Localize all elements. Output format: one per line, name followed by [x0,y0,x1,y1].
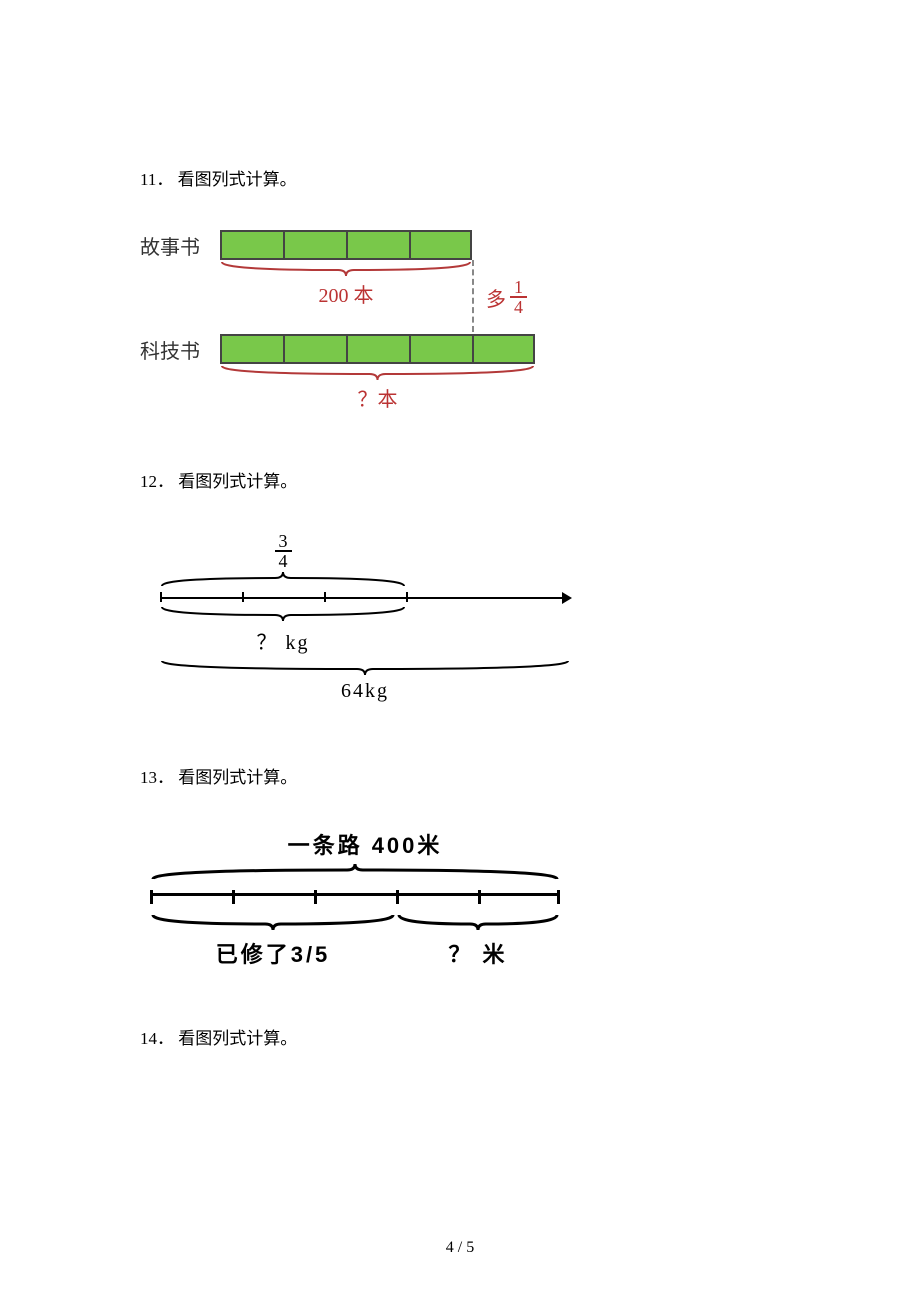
tick [242,592,244,602]
tick [324,592,326,602]
q14-title: 14． 看图列式计算。 [140,1024,780,1049]
brace-icon [160,659,570,675]
q12-text: 看图列式计算。 [178,472,297,491]
q11-caption-1: 200 本 [220,279,472,308]
q12-title: 12． 看图列式计算。 [140,467,780,492]
brace-icon [160,572,406,588]
q11-caption-2: ？本 [220,383,535,412]
q13-text: 看图列式计算。 [178,768,297,787]
q12-fraction: 34 [275,532,292,570]
q13-number: 13． [140,768,174,787]
brace-icon [150,912,396,930]
page-sep: / [458,1239,466,1256]
frac-num: 3 [275,532,292,552]
q11-number: 11． [140,170,173,189]
tick [232,890,235,904]
frac-den: 4 [275,552,292,570]
page: 11． 看图列式计算。 故事书200 本科技书？本多14 12． 看图列式计算。… [0,0,920,1302]
q14-number: 14． [140,1029,174,1048]
q11-diagram: 故事书200 本科技书？本 多14 [140,230,660,412]
q12-number: 12． [140,472,174,491]
frac-den: 4 [510,298,527,316]
tick [160,592,162,602]
q13-left-caption: 已修了3/5 [150,937,396,969]
frac-num: 1 [510,278,527,298]
fraction: 14 [510,278,527,316]
number-line [150,893,560,912]
tick [314,890,317,904]
brace-icon [220,364,535,380]
q13-top-text: 一条路 400米 [150,828,580,860]
tick [478,890,481,904]
tick [557,890,560,904]
q11-text: 看图列式计算。 [178,170,297,189]
q12-outer-caption: 64kg [160,680,570,703]
q11-extra-label: 多14 [486,278,527,316]
page-total: 5 [466,1239,474,1256]
q11-extra-text: 多 [486,283,506,312]
q12-diagram: 34 ？ kg 64kg [160,532,590,703]
brace-icon [396,912,560,930]
q14-text: 看图列式计算。 [178,1029,297,1048]
q11-label-story: 故事书 [140,231,220,260]
q11-label-tech: 科技书 [140,335,220,364]
q13-right-caption: ？ 米 [396,937,560,969]
tick [150,890,153,904]
q12-inner-caption: ？ kg [160,626,406,655]
q13-title: 13． 看图列式计算。 [140,763,780,788]
page-current: 4 [446,1239,454,1256]
page-footer: 4 / 5 [0,1239,920,1257]
number-line [160,597,570,599]
dashed-line [472,260,474,332]
tick [396,890,399,904]
q11-title: 11． 看图列式计算。 [140,165,780,190]
q13-diagram: 一条路 400米已修了3/5？ 米 [150,828,580,969]
brace-icon [150,864,560,882]
brace-icon [160,605,406,621]
tick [406,592,408,602]
brace-icon [220,260,472,276]
